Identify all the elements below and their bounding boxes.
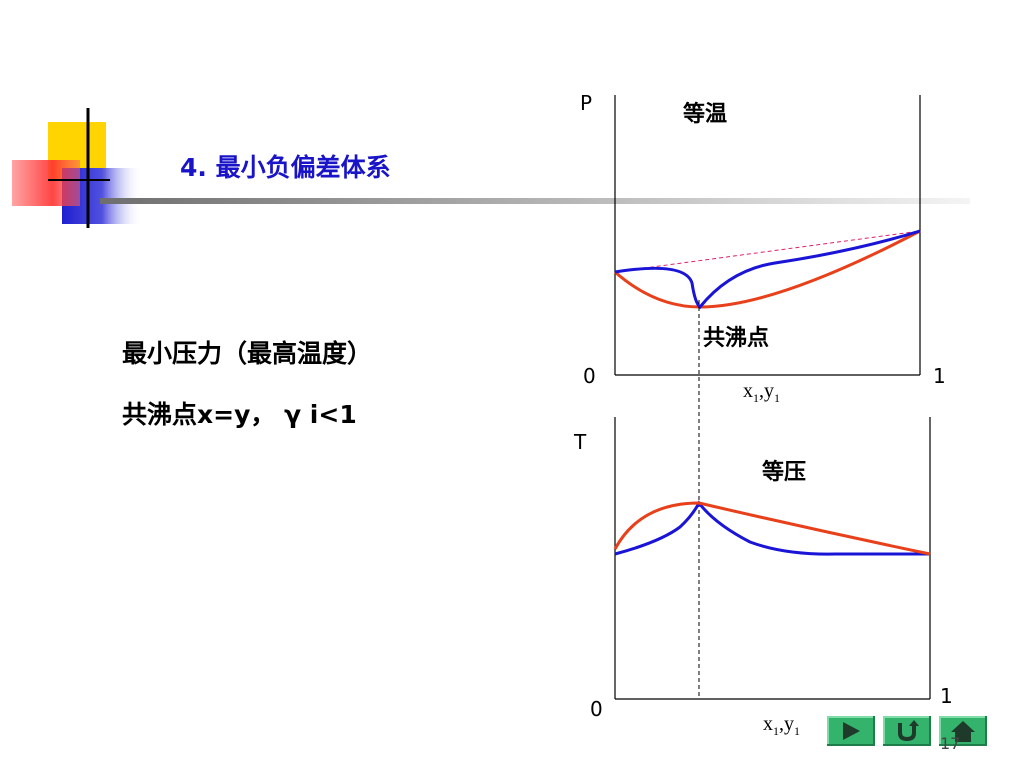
pxy-diagram xyxy=(614,95,921,376)
return-button[interactable] xyxy=(882,715,932,747)
azeotrope-connector xyxy=(698,300,700,698)
corner-decoration xyxy=(12,108,142,228)
txy-end-label: 1 xyxy=(940,684,953,708)
page-number: 17 xyxy=(940,734,961,753)
txy-heading: 等压 xyxy=(762,460,807,485)
next-slide-button[interactable] xyxy=(826,715,876,747)
txy-diagram xyxy=(613,417,931,700)
text-azeotrope-condition: 共沸点x=y， γ i<1 xyxy=(122,400,357,429)
home-button[interactable] xyxy=(938,715,988,747)
pxy-heading: 等温 xyxy=(683,102,728,127)
pxy-vapor-curve xyxy=(614,229,921,310)
txy-x-axis-label: x1,y1 xyxy=(763,713,800,738)
return-icon xyxy=(898,720,919,742)
slide-title: 4. 最小负偏差体系 xyxy=(180,153,391,182)
pxy-origin-label: 0 xyxy=(583,364,596,388)
play-icon xyxy=(843,722,860,740)
pxy-liquid-curve xyxy=(614,229,921,309)
txy-liquid-curve xyxy=(614,500,930,556)
pxy-axis-label-p: P xyxy=(580,91,593,115)
text-min-pressure: 最小压力（最高温度） xyxy=(122,339,373,368)
ideal-raoult-line xyxy=(614,230,921,273)
pxy-x-axis-label: x1,y1 xyxy=(743,380,780,405)
azeotrope-label: 共沸点 xyxy=(703,326,770,351)
txy-vapor-curve xyxy=(613,501,931,556)
pxy-end-label: 1 xyxy=(933,364,946,388)
title-rule xyxy=(100,198,970,204)
home-icon xyxy=(951,721,975,742)
txy-axis-label-t: T xyxy=(574,430,587,454)
txy-origin-label: 0 xyxy=(590,697,603,721)
